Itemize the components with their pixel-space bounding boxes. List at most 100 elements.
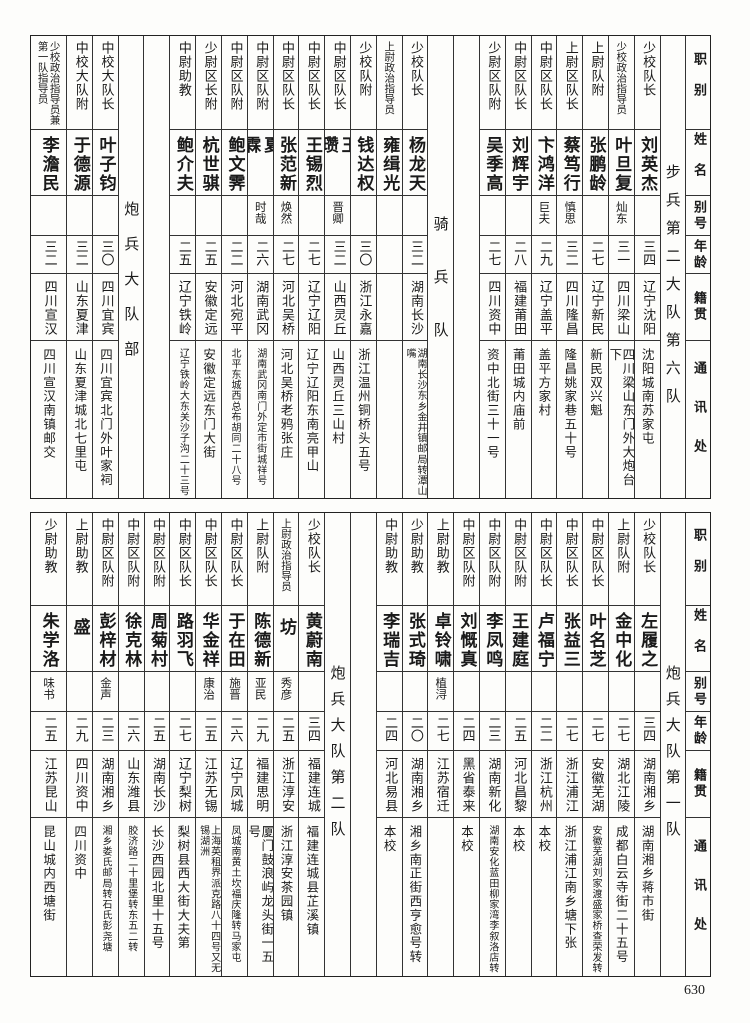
alias-cell [93, 196, 118, 236]
age-cell: 三四 [634, 236, 660, 274]
address-cell: 昆山城内西塘街 [31, 818, 66, 976]
address-text: 沈阳城南苏家屯 [639, 348, 655, 446]
alias-cell [479, 196, 505, 236]
native-place-cell: 福建莆田 [505, 274, 531, 341]
name-cell: 卞鸿洋 [531, 130, 557, 196]
alias-cell [118, 672, 144, 712]
age-text: 二六 [124, 716, 140, 742]
address-text: 成都白云寺街二十五号 [613, 825, 629, 964]
native-place-cell: 四川宜宾 [93, 274, 118, 341]
address-cell: 四川宣汉南镇邮交 [31, 341, 66, 498]
age-cell: 二〇 [402, 712, 428, 751]
table-row: 中尉区队附 王建庭 二五 河北昌黎 本校 [504, 513, 531, 976]
native-place-cell: 湖南湘乡 [634, 751, 660, 818]
age-text: 三〇 [98, 240, 114, 266]
address-text: 山西灵丘三山村 [330, 348, 346, 446]
age-text: 二五 [279, 716, 295, 742]
age-cell: 二四 [454, 712, 479, 751]
name-text: 张鹏龄 [585, 136, 606, 193]
name-text: 王建庭 [508, 612, 529, 669]
name-cell: 朱学洛 [31, 606, 67, 672]
alias-cell [583, 196, 608, 236]
native-text: 江苏昆山 [41, 757, 57, 813]
position-cell: 少校队长 [634, 513, 660, 606]
name-cell: 于德源 [67, 130, 93, 196]
native-place-cell: 黑省泰来 [454, 751, 479, 818]
native-place-cell: 湖南长沙 [402, 274, 428, 341]
position-cell: 中尉区队长 [170, 513, 196, 606]
position-text: 中尉区队长 [227, 518, 243, 588]
name-cell: 张益三 [557, 606, 583, 672]
age-cell: 二五 [196, 712, 222, 751]
position-cell: 中尉区队长 [273, 36, 299, 130]
name-cell: 叶子钧 [93, 130, 118, 196]
age-cell: 二三 [479, 712, 505, 751]
name-text: 杨龙天 [405, 136, 426, 193]
address-text: 辽宁辽阳东南亮甲山 [304, 348, 320, 474]
age-text: 三二 [408, 240, 424, 266]
native-text: 辽宁辽阳 [304, 280, 320, 336]
position-cell: 中尉助教 [376, 513, 402, 606]
position-text: 中尉区队附 [150, 518, 166, 588]
position-cell: 少尉助教 [402, 513, 428, 606]
address-text: 山东夏津城北七里屯 [72, 348, 88, 474]
position-text: 少尉区长附 [201, 41, 217, 111]
address-text: 隆昌姚家巷五十号 [562, 348, 578, 460]
native-text: 四川梁山 [614, 280, 630, 336]
native-text: 四川宜宾 [98, 280, 114, 336]
table-row: 少校政治指导员兼第一队指导员 李澹民 三二 四川宣汉 四川宣汉南镇邮交 [31, 36, 67, 498]
address-cell: 山东夏津城北七里屯 [67, 341, 92, 498]
name-with-note: 胡铸坊⑮ [274, 606, 298, 671]
name-cell: 钱达权 [351, 130, 376, 196]
table-row: 中尉区队附 夏霖 时哉 二六 湖南武冈 湖南武冈南门外定市街城祥号 [246, 36, 273, 498]
address-text: 湖南长沙东乡金井镇邮局转潭山嘴 [404, 348, 427, 497]
native-place-cell: 四川资中 [67, 751, 93, 818]
age-cell: 二二 [222, 236, 247, 274]
position-text: 少校队长 [304, 518, 320, 574]
table-row: 中校大队附 于德源 三二 山东夏津 山东夏津城北七里屯 [66, 36, 93, 498]
alias-text: 时哉 [253, 201, 268, 224]
address-text: 四川宜宾北门外叶家祠 [98, 348, 114, 487]
address-cell: 新民双兴魁 [583, 341, 608, 498]
address-text: 四川资中 [72, 825, 88, 881]
position-text: 少校队长 [640, 41, 656, 97]
position-text: 少尉助教 [41, 518, 57, 574]
native-place-cell [376, 274, 402, 341]
header-cell: 职别 [686, 36, 710, 130]
name-cell: 张范新 [273, 130, 299, 196]
table-row: 少校队长 左履之 三四 湖南湘乡 湖南湘乡蒋市街 [633, 513, 660, 976]
alias-cell: 金声 [93, 672, 118, 712]
native-place-cell: 湖南新化 [479, 751, 505, 818]
header-label: 籍贯 [691, 291, 706, 323]
age-text: 二七 [279, 240, 295, 266]
alias-text: 亚民 [253, 677, 268, 700]
name-text: 于在田 [224, 612, 245, 669]
header-label: 年龄 [691, 238, 706, 271]
age-text: 二五 [201, 240, 217, 266]
header-cell: 年龄 [686, 236, 710, 274]
native-text: 湖南湘乡 [407, 757, 423, 813]
table-row: 中尉区队附 李凤鸣 二三 湖南新化 湖南安化蓝田柳家湾李叙洛店转 [478, 513, 505, 976]
name-cell: 雍缉光 [376, 130, 402, 196]
age-text: 二五 [511, 716, 527, 742]
age-cell: 二五 [273, 712, 299, 751]
position-cell: 少尉区长附 [196, 36, 222, 130]
name-cell: 张式琦 [402, 606, 428, 672]
alias-text: 施晋 [227, 677, 242, 700]
address-cell: 成都白云寺街二十五号 [609, 818, 634, 976]
address-cell: 浙江淳安茶园镇 [274, 818, 299, 976]
page-number: 630 [684, 983, 705, 998]
name-text: 徐克林 [121, 612, 142, 669]
position-cell: 中尉区队长 [222, 513, 247, 606]
address-cell: 本校 [377, 818, 402, 976]
alias-cell [299, 196, 325, 236]
address-cell: 长沙西园北里十五号 [145, 818, 170, 976]
native-text: 辽宁新民 [588, 280, 604, 336]
position-cell: 上尉政治指导员 [273, 513, 299, 606]
name-text: 周菊村 [147, 612, 168, 669]
header-cell: 籍贯 [686, 751, 710, 818]
alias-cell [376, 196, 402, 236]
header-label: 职别 [691, 51, 706, 114]
position-text: 中尉助教 [382, 518, 398, 574]
